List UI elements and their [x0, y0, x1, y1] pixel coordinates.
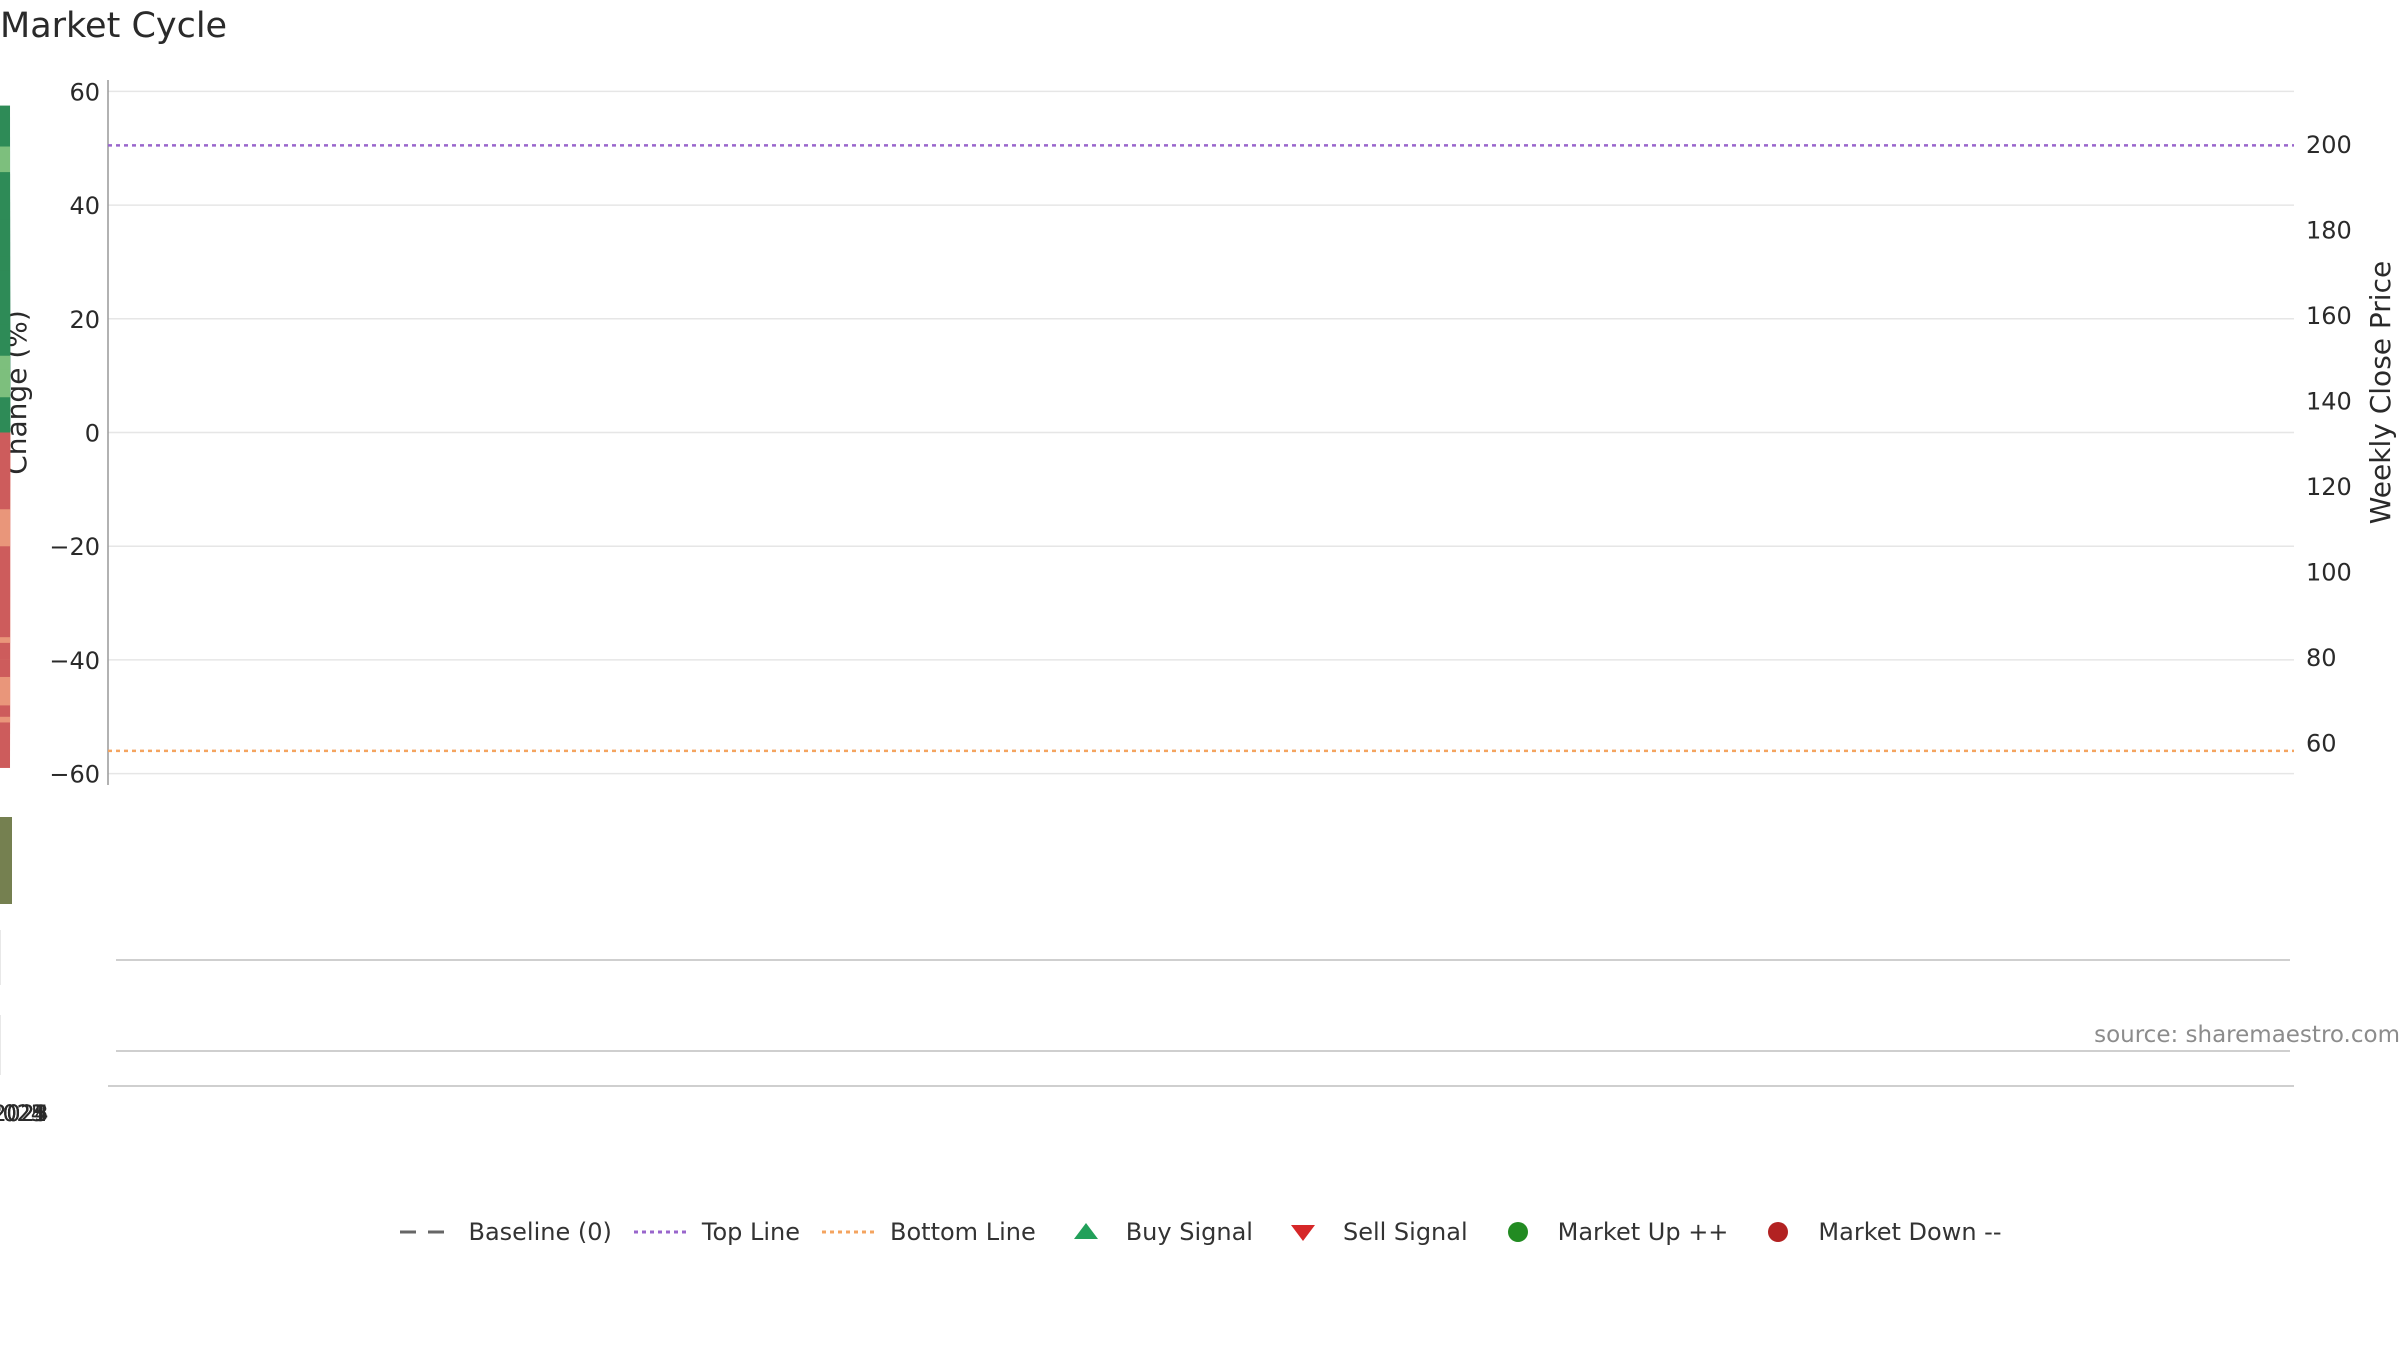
- y-tick-label-left: −20: [49, 533, 100, 561]
- heat-cell: [0, 817, 12, 904]
- legend-market-down-label: Market Down --: [1818, 1218, 2002, 1246]
- legend-sell-signal: Sell Signal: [1273, 1218, 1468, 1246]
- legend-market-up-label: Market Up ++: [1557, 1218, 1729, 1246]
- triangle-up-icon: [1073, 1223, 1098, 1239]
- chart-legend: Baseline (0) Top Line Bottom Line Buy Si…: [0, 1218, 2400, 1246]
- heat-cell: [0, 817, 12, 904]
- change-bar: [0, 432, 11, 474]
- heat-cell: [0, 817, 12, 904]
- heat-cell: [0, 817, 12, 904]
- legend-sell-signal-label: Sell Signal: [1342, 1218, 1468, 1246]
- legend-top-line-label: Top Line: [701, 1218, 801, 1246]
- legend-baseline-swatch: [400, 1230, 457, 1234]
- legend-bottom-line: Bottom Line: [820, 1218, 1036, 1246]
- heat-cell: [0, 817, 12, 904]
- legend-bottom-line-label: Bottom Line: [890, 1218, 1036, 1246]
- legend-bottom-line-swatch: [822, 1230, 879, 1234]
- legend-market-up: Market Up ++: [1488, 1218, 1729, 1246]
- y-tick-label-right: 140: [2306, 387, 2352, 415]
- legend-baseline-label: Baseline (0): [468, 1218, 612, 1246]
- triangle-down-icon: [1290, 1225, 1315, 1241]
- x-tick-label: Jul 2025: [0, 1102, 45, 1127]
- heat-cell: [0, 817, 12, 904]
- x-tick-label: Jan 2023: [0, 1102, 48, 1127]
- circle-red-icon: [1768, 1222, 1789, 1242]
- legend-buy-signal: Buy Signal: [1056, 1218, 1253, 1246]
- y-tick-label-left: 20: [69, 306, 100, 334]
- change-bar: [0, 397, 11, 433]
- legend-buy-signal-label: Buy Signal: [1125, 1218, 1253, 1246]
- heat-cell: [0, 817, 12, 904]
- y-tick-label-left: 0: [85, 420, 100, 448]
- y-tick-label-right: 120: [2306, 473, 2352, 501]
- y-tick-label-left: −60: [49, 761, 100, 789]
- y-tick-label-right: 160: [2306, 302, 2352, 330]
- x-tick-label: Jan 2025: [0, 1102, 48, 1127]
- heat-cell: [0, 817, 12, 904]
- legend-market-down: Market Down --: [1748, 1218, 2002, 1246]
- heat-cell: [0, 817, 12, 904]
- y-tick-label-right: 200: [2306, 131, 2352, 159]
- y-tick-label-left: −40: [49, 647, 100, 675]
- y-tick-label-left: 40: [69, 192, 100, 220]
- y-tick-label-right: 180: [2306, 217, 2352, 245]
- y-tick-label-left: 60: [69, 78, 100, 106]
- y-tick-label-right: 100: [2306, 558, 2352, 586]
- x-tick-label: Jan 2024: [0, 1102, 48, 1127]
- heat-cell: [0, 817, 12, 904]
- legend-top-line: Top Line: [632, 1218, 800, 1246]
- heat-cell: [0, 817, 12, 904]
- market-cycle-chart: −60−40−2002040606080100120140160180200Ch…: [0, 78, 2397, 1127]
- chart-title: Market Cycle: [0, 6, 228, 46]
- legend-baseline: Baseline (0): [398, 1218, 612, 1246]
- source-note: source: sharemaestro.com: [2094, 1022, 2400, 1048]
- circle-green-icon: [1507, 1222, 1528, 1242]
- heat-cell: [0, 817, 12, 904]
- heat-cell: [0, 817, 12, 904]
- legend-top-line-swatch: [633, 1230, 690, 1234]
- x-tick-label: Jul 2024: [0, 1102, 45, 1127]
- x-tick-label: Jul 2023: [0, 1102, 45, 1127]
- y-axis-label-right: Weekly Close Price: [2364, 261, 2397, 524]
- heat-cell: [0, 817, 12, 904]
- y-tick-label-right: 80: [2306, 644, 2337, 672]
- heat-cell: [0, 817, 12, 904]
- y-tick-label-right: 60: [2306, 729, 2337, 757]
